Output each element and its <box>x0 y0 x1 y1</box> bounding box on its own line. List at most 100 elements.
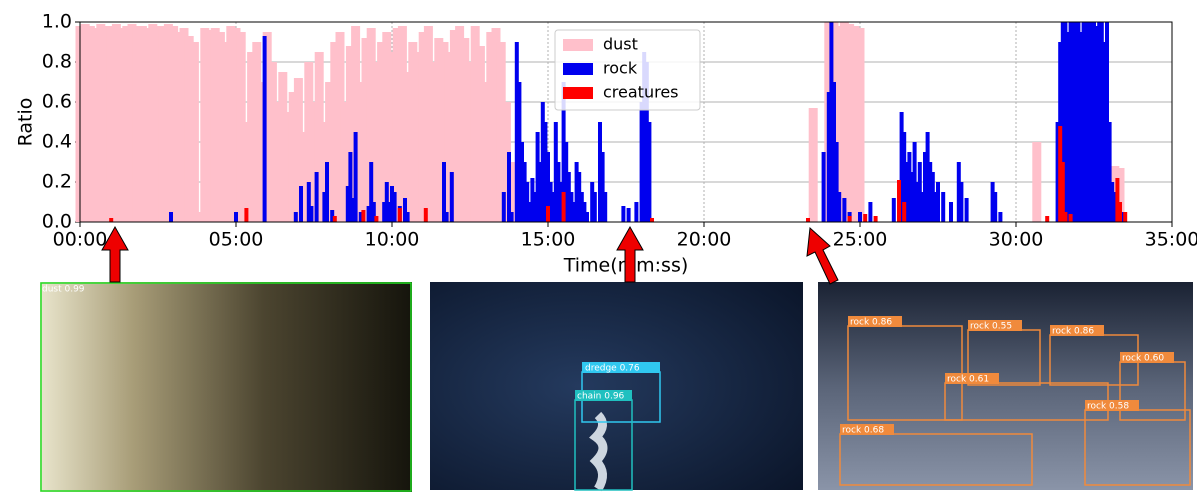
bar <box>374 216 378 222</box>
x-tick-label: 30:00 <box>989 229 1044 251</box>
legend-swatch <box>563 39 593 51</box>
image-panel: rock 0.86 rock 0.55 rock 0.86 rock 0.60 rock… <box>818 282 1193 490</box>
bar <box>627 208 631 222</box>
detection-label: rock 0.61 <box>947 375 989 385</box>
bar <box>874 216 878 222</box>
y-axis-label: Ratio <box>15 98 37 147</box>
bar <box>299 186 303 222</box>
bar <box>398 208 402 222</box>
legend-label: rock <box>603 59 638 78</box>
detection-label: rock 0.86 <box>850 318 892 328</box>
bar <box>1045 216 1049 222</box>
bar <box>1118 202 1122 222</box>
bar <box>1069 214 1073 222</box>
detection-label: chain 0.96 <box>577 392 625 402</box>
detection-label: dust 0.99 <box>42 285 85 295</box>
bar <box>234 212 238 222</box>
image-panel: dredge 0.76 chain 0.96 <box>430 282 803 490</box>
bar <box>244 208 248 222</box>
bar <box>502 192 506 222</box>
bar <box>169 212 173 222</box>
bar <box>507 152 511 222</box>
bar <box>546 206 550 222</box>
bar <box>593 192 597 222</box>
bar <box>406 212 410 222</box>
bar <box>842 198 846 222</box>
bar <box>634 202 638 222</box>
y-tick-label: 0.4 <box>42 131 72 153</box>
bar <box>902 202 906 222</box>
photo <box>40 282 412 492</box>
legend-label: dust <box>603 35 638 54</box>
bar <box>941 192 945 222</box>
bar <box>650 218 654 222</box>
bar <box>809 108 818 222</box>
bar <box>333 216 337 222</box>
bar <box>361 210 365 222</box>
bar <box>837 192 841 222</box>
bar <box>263 36 267 222</box>
x-tick-label: 10:00 <box>365 229 420 251</box>
bar <box>562 192 566 222</box>
bar <box>393 192 397 222</box>
bar <box>998 212 1002 222</box>
x-tick-label: 00:00 <box>53 229 108 251</box>
bar <box>603 192 607 222</box>
legend-swatch <box>563 87 593 99</box>
bar <box>949 202 953 222</box>
bar <box>897 180 901 222</box>
bar <box>965 198 969 222</box>
legend-label: creatures <box>603 83 679 102</box>
bar <box>450 172 454 222</box>
bar <box>936 182 940 222</box>
detection-label: rock 0.68 <box>842 426 884 436</box>
x-tick-label: 35:00 <box>1145 229 1197 251</box>
photo <box>430 282 803 490</box>
y-tick-label: 0.6 <box>42 91 72 113</box>
bar <box>993 192 997 222</box>
x-tick-label: 25:00 <box>833 229 888 251</box>
bar <box>848 216 852 222</box>
bar <box>822 152 826 222</box>
bar <box>1063 212 1067 222</box>
bar <box>621 206 625 222</box>
x-tick-label: 15:00 <box>521 229 576 251</box>
bar <box>858 212 862 222</box>
legend-swatch <box>563 63 593 75</box>
detection-label: rock 0.60 <box>1122 354 1164 364</box>
photo <box>818 282 1193 490</box>
x-tick-label: 05:00 <box>209 229 264 251</box>
bar <box>806 218 810 222</box>
y-tick-label: 0.8 <box>42 51 72 73</box>
bar <box>959 182 963 222</box>
bar <box>109 218 113 222</box>
legend: dust rock creatures <box>555 30 700 110</box>
image-panel: dust 0.99 <box>40 282 412 492</box>
detection-label: rock 0.86 <box>1052 327 1094 337</box>
bar <box>585 212 589 222</box>
detection-label: dredge 0.76 <box>585 364 640 374</box>
bar <box>1032 142 1041 222</box>
bar <box>424 208 428 222</box>
bar <box>647 122 651 222</box>
bar <box>863 214 867 222</box>
bar <box>1123 212 1127 222</box>
y-tick-label: 1.0 <box>42 11 72 33</box>
bar <box>309 206 313 222</box>
bar <box>190 42 199 222</box>
bar <box>868 202 872 222</box>
bar <box>445 212 449 222</box>
bar <box>354 132 358 222</box>
bar <box>294 212 298 222</box>
detection-label: rock 0.58 <box>1087 402 1129 412</box>
y-tick-label: 0.2 <box>42 171 72 193</box>
x-tick-label: 20:00 <box>677 229 732 251</box>
bar <box>315 172 319 222</box>
bar <box>325 162 329 222</box>
bar <box>892 198 896 222</box>
bar <box>856 28 865 222</box>
bar <box>510 212 514 222</box>
detection-label: rock 0.55 <box>970 322 1012 332</box>
